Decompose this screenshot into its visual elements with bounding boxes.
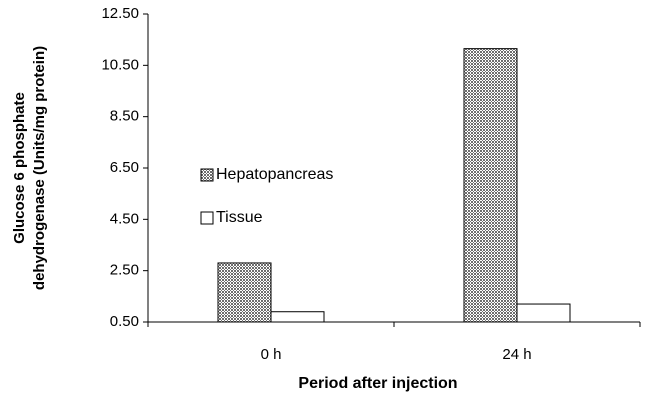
x-axis-title: Period after injection bbox=[298, 375, 457, 392]
x-tick-label: 0 h bbox=[261, 346, 282, 363]
y-tick-label: 0.50 bbox=[110, 313, 139, 330]
bar bbox=[270, 311, 325, 323]
y-tick-label: 10.50 bbox=[101, 56, 139, 73]
legend-label: Tissue bbox=[216, 209, 263, 226]
bar bbox=[463, 48, 518, 323]
y-tick-label: 4.50 bbox=[110, 210, 139, 227]
y-axis-title: Glucose 6 phosphate bbox=[11, 92, 28, 244]
bar bbox=[217, 262, 272, 323]
legend-swatch bbox=[200, 168, 214, 182]
legend-swatch bbox=[200, 211, 214, 225]
y-tick-label: 6.50 bbox=[110, 159, 139, 176]
legend-label: Hepatopancreas bbox=[216, 166, 333, 183]
y-axis-title: dehydrogenase (Units/mg protein) bbox=[31, 46, 48, 290]
y-tick-label: 12.50 bbox=[101, 5, 139, 22]
y-tick-label: 8.50 bbox=[110, 108, 139, 125]
y-tick-label: 2.50 bbox=[110, 262, 139, 279]
bar bbox=[516, 303, 571, 323]
x-tick-label: 24 h bbox=[502, 346, 531, 363]
